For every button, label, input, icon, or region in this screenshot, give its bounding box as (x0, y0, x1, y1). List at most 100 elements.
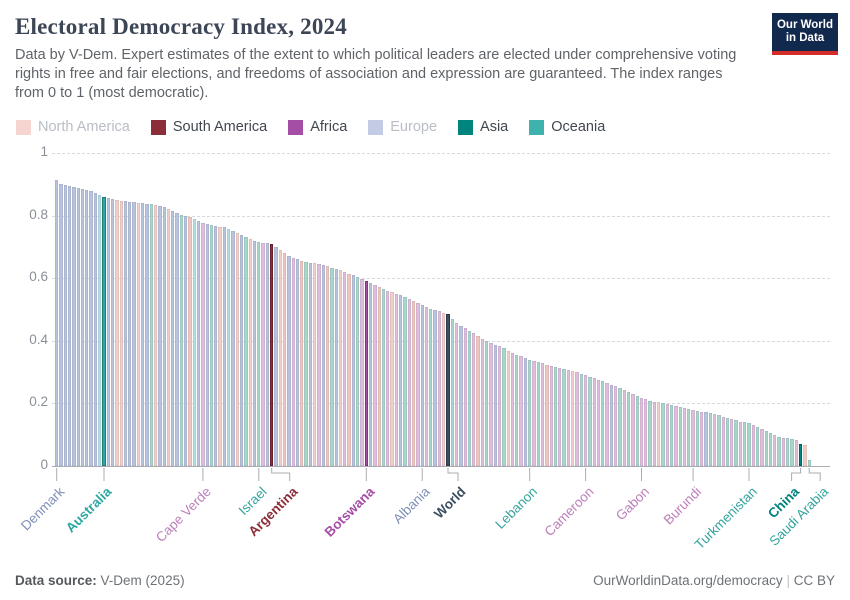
bar[interactable] (678, 407, 682, 466)
bar[interactable] (399, 295, 403, 466)
bar[interactable] (665, 404, 669, 466)
bar[interactable] (725, 418, 730, 466)
bar[interactable] (657, 402, 661, 466)
bar-turkmenistan[interactable] (747, 423, 751, 466)
bar-denmark[interactable] (55, 180, 59, 466)
bar[interactable] (700, 412, 704, 466)
bar[interactable] (304, 262, 308, 466)
bar-saudi-arabia[interactable] (807, 460, 811, 466)
bar[interactable] (80, 189, 85, 466)
bar[interactable] (519, 356, 523, 466)
bar[interactable] (549, 366, 553, 466)
bar[interactable] (717, 415, 721, 466)
bar[interactable] (708, 413, 712, 466)
bar[interactable] (786, 438, 790, 466)
bar[interactable] (313, 263, 317, 466)
bar[interactable] (222, 227, 227, 466)
bar[interactable] (644, 399, 648, 466)
bar-burundi[interactable] (691, 410, 695, 466)
bar[interactable] (162, 207, 166, 466)
bar[interactable] (377, 287, 381, 466)
bar[interactable] (110, 199, 115, 466)
bar[interactable] (89, 191, 93, 466)
bar[interactable] (209, 225, 214, 466)
bar[interactable] (132, 202, 136, 466)
bar[interactable] (308, 263, 313, 466)
bar[interactable] (635, 396, 639, 466)
bar[interactable] (330, 268, 334, 466)
bar[interactable] (368, 283, 373, 466)
bar[interactable] (755, 427, 760, 466)
bar[interactable] (545, 365, 549, 466)
bar[interactable] (158, 206, 162, 466)
bar[interactable] (407, 299, 411, 466)
bar[interactable] (553, 367, 558, 466)
bar[interactable] (394, 294, 399, 466)
bar[interactable] (278, 250, 282, 466)
bar[interactable] (588, 377, 592, 466)
owid-logo[interactable]: Our World in Data (772, 13, 838, 55)
bar[interactable] (231, 231, 235, 466)
bar[interactable] (227, 229, 231, 466)
bar[interactable] (493, 345, 497, 466)
bar[interactable] (704, 412, 708, 466)
bar[interactable] (476, 336, 480, 466)
bar[interactable] (390, 292, 394, 466)
bar[interactable] (532, 361, 536, 466)
bar[interactable] (184, 216, 188, 466)
bar[interactable] (360, 279, 364, 466)
bar[interactable] (523, 358, 528, 466)
bar[interactable] (356, 277, 360, 466)
bar[interactable] (153, 205, 158, 466)
bar[interactable] (485, 341, 489, 466)
bar[interactable] (631, 394, 635, 466)
bar[interactable] (773, 435, 777, 466)
bar[interactable] (287, 256, 291, 466)
bar[interactable] (188, 217, 192, 466)
bar[interactable] (93, 193, 98, 466)
bar[interactable] (459, 326, 463, 466)
bar[interactable] (141, 203, 145, 466)
bar[interactable] (768, 433, 773, 466)
bar-lebanon[interactable] (528, 360, 532, 466)
bar[interactable] (291, 258, 295, 466)
bar[interactable] (235, 233, 239, 466)
bar[interactable] (506, 351, 510, 466)
bar[interactable] (295, 259, 300, 466)
bar[interactable] (416, 303, 420, 466)
bar[interactable] (764, 431, 768, 466)
bar[interactable] (730, 419, 734, 466)
bar[interactable] (712, 414, 717, 466)
bar-world[interactable] (446, 314, 450, 466)
bar[interactable] (558, 368, 562, 466)
bar-argentina[interactable] (270, 244, 274, 466)
bar[interactable] (674, 406, 678, 466)
bar[interactable] (497, 346, 502, 466)
bar-china[interactable] (798, 444, 803, 466)
bar[interactable] (442, 313, 446, 466)
bar[interactable] (265, 243, 270, 466)
bar[interactable] (338, 270, 343, 466)
bar[interactable] (239, 235, 244, 466)
bar[interactable] (536, 362, 540, 466)
bar-botswana[interactable] (364, 281, 368, 466)
bar[interactable] (218, 227, 222, 466)
bar[interactable] (261, 243, 265, 466)
bar[interactable] (669, 405, 674, 466)
bar[interactable] (351, 275, 356, 466)
bar[interactable] (695, 411, 700, 466)
bar[interactable] (687, 409, 691, 466)
bar[interactable] (171, 211, 175, 466)
bar[interactable] (106, 198, 110, 466)
bar-australia[interactable] (102, 197, 106, 466)
legend-item-oceania[interactable]: Oceania (529, 119, 605, 135)
bar[interactable] (803, 445, 807, 466)
bar[interactable] (119, 201, 123, 466)
legend-item-north-america[interactable]: North America (16, 119, 130, 135)
legend-item-africa[interactable]: Africa (288, 119, 347, 135)
bar[interactable] (777, 437, 781, 466)
bar[interactable] (609, 385, 614, 466)
bar[interactable] (98, 195, 102, 466)
bar[interactable] (454, 323, 459, 466)
bar[interactable] (282, 253, 287, 466)
